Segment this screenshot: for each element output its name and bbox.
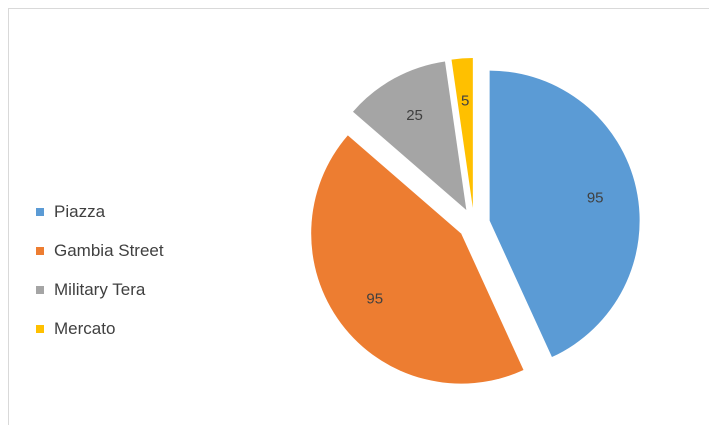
legend-item-military-tera: Military Tera (36, 280, 164, 299)
legend-item-mercato: Mercato (36, 319, 164, 338)
legend-label-military-tera: Military Tera (54, 280, 146, 299)
legend-swatch-mercato (36, 325, 44, 333)
legend-swatch-gambia-street (36, 247, 44, 255)
data-label-mercato: 5 (461, 92, 469, 109)
legend-item-piazza: Piazza (36, 202, 164, 221)
chart-legend: Piazza Gambia Street Military Tera Merca… (36, 202, 164, 359)
legend-item-gambia-street: Gambia Street (36, 241, 164, 260)
data-label-gambia-street: 95 (366, 290, 383, 307)
data-label-military-tera: 25 (406, 107, 423, 124)
data-label-piazza: 95 (587, 190, 604, 207)
legend-swatch-military-tera (36, 286, 44, 294)
legend-label-gambia-street: Gambia Street (54, 241, 164, 260)
pie-slice-piazza (489, 70, 640, 358)
pie-slice-mercato (451, 58, 473, 209)
legend-label-mercato: Mercato (54, 319, 116, 338)
legend-swatch-piazza (36, 208, 44, 216)
pie-slice-gambia-street (311, 135, 524, 384)
legend-label-piazza: Piazza (54, 202, 106, 221)
pie-slice-military-tera (352, 61, 467, 210)
